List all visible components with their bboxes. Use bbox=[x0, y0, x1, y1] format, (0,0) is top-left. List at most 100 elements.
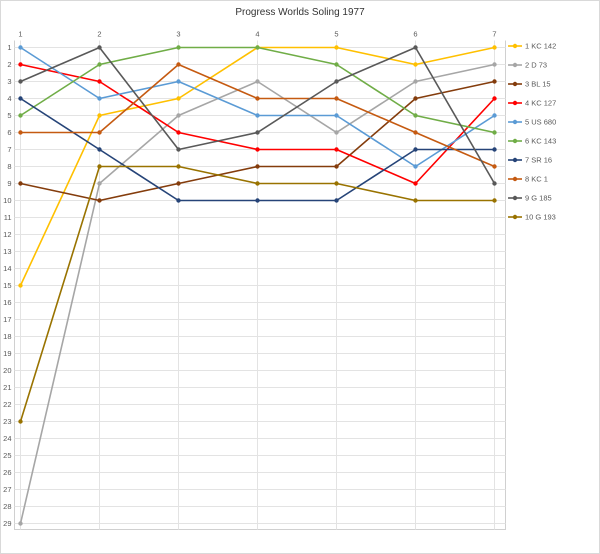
series-marker-2-d-73 bbox=[413, 79, 418, 84]
series-marker-4-kc-127 bbox=[97, 79, 102, 84]
legend-swatch-marker-10-g-193 bbox=[512, 214, 518, 220]
legend-swatch-marker-4-kc-127 bbox=[512, 100, 518, 106]
legend-label-7-sr-16: 7 SR 16 bbox=[525, 156, 552, 165]
series-marker-5-us-680 bbox=[334, 113, 339, 118]
y-tick-label: 16 bbox=[3, 298, 11, 307]
y-tick-label: 4 bbox=[7, 94, 11, 103]
series-marker-3-bl-15 bbox=[492, 79, 497, 84]
series-marker-4-kc-127 bbox=[176, 130, 181, 135]
series-marker-1-kc-142 bbox=[18, 283, 23, 288]
legend-swatch-marker-7-sr-16 bbox=[512, 157, 518, 163]
series-marker-10-g-193 bbox=[492, 198, 497, 203]
y-tick-label: 29 bbox=[3, 519, 11, 528]
y-tick-label: 17 bbox=[3, 315, 11, 324]
y-tick-label: 8 bbox=[7, 162, 11, 171]
series-marker-1-kc-142 bbox=[334, 45, 339, 50]
y-tick-label: 25 bbox=[3, 451, 11, 460]
x-tick-label: 6 bbox=[413, 30, 417, 39]
legend-swatch-marker-1-kc-142 bbox=[512, 43, 518, 49]
x-tick-label: 2 bbox=[97, 30, 101, 39]
series-marker-8-kc-1 bbox=[413, 130, 418, 135]
series-marker-2-d-73 bbox=[176, 113, 181, 118]
legend-label-10-g-193: 10 G 193 bbox=[525, 213, 556, 222]
series-marker-4-kc-127 bbox=[18, 62, 23, 67]
series-marker-5-us-680 bbox=[97, 96, 102, 101]
series-marker-7-sr-16 bbox=[413, 147, 418, 152]
series-marker-7-sr-16 bbox=[97, 147, 102, 152]
series-marker-5-us-680 bbox=[255, 113, 260, 118]
y-tick-label: 7 bbox=[7, 145, 11, 154]
series-marker-4-kc-127 bbox=[255, 147, 260, 152]
y-tick-label: 28 bbox=[3, 502, 11, 511]
legend-swatch-marker-8-kc-1 bbox=[512, 176, 518, 182]
series-marker-10-g-193 bbox=[413, 198, 418, 203]
y-tick-label: 1 bbox=[7, 43, 11, 52]
series-marker-7-sr-16 bbox=[255, 198, 260, 203]
y-tick-label: 12 bbox=[3, 230, 11, 239]
series-marker-5-us-680 bbox=[18, 45, 23, 50]
legend-swatch-marker-9-g-185 bbox=[512, 195, 518, 201]
y-tick-label: 27 bbox=[3, 485, 11, 494]
legend-label-4-kc-127: 4 KC 127 bbox=[525, 99, 556, 108]
series-marker-3-bl-15 bbox=[413, 96, 418, 101]
x-tick-label: 5 bbox=[334, 30, 338, 39]
series-marker-7-sr-16 bbox=[334, 198, 339, 203]
series-marker-6-kc-143 bbox=[492, 130, 497, 135]
x-tick-label: 3 bbox=[176, 30, 180, 39]
legend-label-9-g-185: 9 G 185 bbox=[525, 194, 552, 203]
y-tick-label: 6 bbox=[7, 128, 11, 137]
y-tick-label: 10 bbox=[3, 196, 11, 205]
y-tick-label: 13 bbox=[3, 247, 11, 256]
y-tick-label: 19 bbox=[3, 349, 11, 358]
series-marker-4-kc-127 bbox=[492, 96, 497, 101]
series-marker-9-g-185 bbox=[334, 79, 339, 84]
series-marker-6-kc-143 bbox=[18, 113, 23, 118]
y-tick-label: 11 bbox=[4, 213, 12, 222]
series-marker-6-kc-143 bbox=[413, 113, 418, 118]
series-marker-8-kc-1 bbox=[97, 130, 102, 135]
y-tick-label: 21 bbox=[3, 383, 11, 392]
y-tick-label: 5 bbox=[7, 111, 11, 120]
series-marker-6-kc-143 bbox=[176, 45, 181, 50]
y-tick-label: 3 bbox=[7, 77, 11, 86]
series-marker-10-g-193 bbox=[176, 164, 181, 169]
series-marker-8-kc-1 bbox=[176, 62, 181, 67]
series-marker-10-g-193 bbox=[97, 164, 102, 169]
y-tick-label: 15 bbox=[3, 281, 11, 290]
series-marker-5-us-680 bbox=[492, 113, 497, 118]
series-marker-3-bl-15 bbox=[255, 164, 260, 169]
series-marker-7-sr-16 bbox=[492, 147, 497, 152]
legend-label-1-kc-142: 1 KC 142 bbox=[525, 42, 556, 51]
y-tick-label: 18 bbox=[3, 332, 11, 341]
series-marker-1-kc-142 bbox=[492, 45, 497, 50]
series-marker-6-kc-143 bbox=[255, 45, 260, 50]
series-marker-2-d-73 bbox=[18, 521, 23, 526]
series-marker-8-kc-1 bbox=[492, 164, 497, 169]
series-marker-2-d-73 bbox=[97, 181, 102, 186]
x-tick-label: 4 bbox=[255, 30, 259, 39]
legend-label-2-d-73: 2 D 73 bbox=[525, 61, 547, 70]
y-tick-label: 14 bbox=[3, 264, 11, 273]
series-marker-1-kc-142 bbox=[413, 62, 418, 67]
x-tick-label: 1 bbox=[18, 30, 22, 39]
series-marker-9-g-185 bbox=[97, 45, 102, 50]
y-tick-label: 20 bbox=[3, 366, 11, 375]
series-marker-10-g-193 bbox=[334, 181, 339, 186]
series-marker-8-kc-1 bbox=[334, 96, 339, 101]
x-tick-label: 7 bbox=[492, 30, 496, 39]
series-marker-1-kc-142 bbox=[97, 113, 102, 118]
y-tick-label: 24 bbox=[3, 434, 11, 443]
y-tick-label: 23 bbox=[3, 417, 11, 426]
series-marker-8-kc-1 bbox=[255, 96, 260, 101]
legend-swatch-marker-3-bl-15 bbox=[512, 81, 518, 87]
series-marker-1-kc-142 bbox=[176, 96, 181, 101]
series-marker-9-g-185 bbox=[176, 147, 181, 152]
legend-swatch-marker-6-kc-143 bbox=[512, 138, 518, 144]
series-marker-6-kc-143 bbox=[97, 62, 102, 67]
series-marker-9-g-185 bbox=[255, 130, 260, 135]
legend-label-3-bl-15: 3 BL 15 bbox=[525, 80, 551, 89]
series-marker-8-kc-1 bbox=[18, 130, 23, 135]
y-tick-label: 22 bbox=[3, 400, 11, 409]
series-marker-9-g-185 bbox=[413, 45, 418, 50]
